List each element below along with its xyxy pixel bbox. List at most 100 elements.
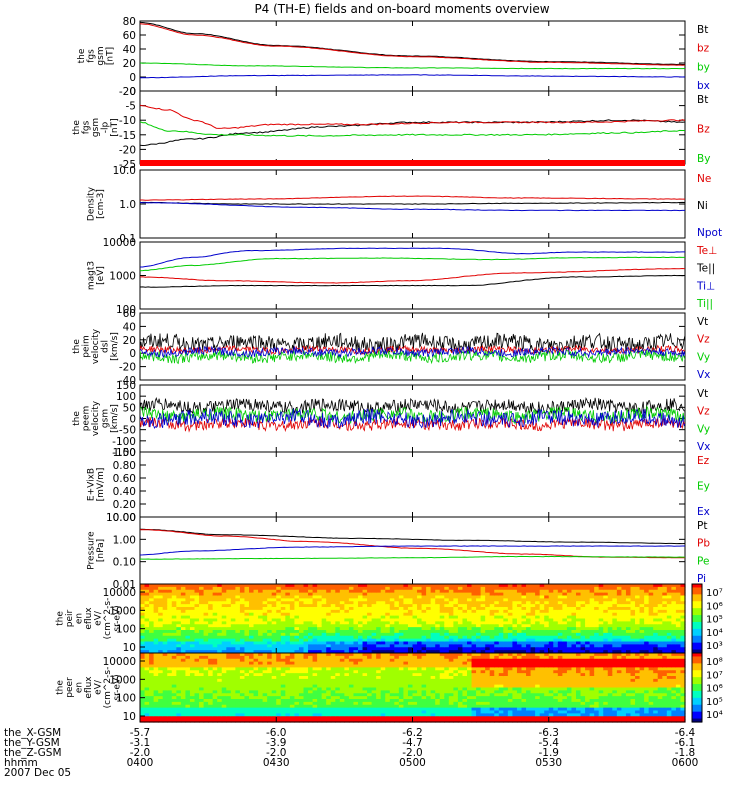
y-tick-label: 10000 bbox=[103, 237, 136, 249]
legend-bx: bx bbox=[697, 80, 710, 92]
y-tick-label: 1.00 bbox=[113, 534, 136, 546]
legend-Te||: Te|| bbox=[696, 263, 715, 275]
y-axis-label-line: dsl bbox=[101, 340, 111, 353]
y-axis-label-line: fgs bbox=[86, 49, 96, 63]
series-line-bz bbox=[140, 24, 685, 66]
colorbar-tick-label: 10⁷ bbox=[706, 588, 723, 599]
y-axis-label-line: peir bbox=[65, 609, 75, 627]
y-axis-label-pressure: Pressure[nPa] bbox=[86, 531, 106, 570]
mode-bar bbox=[140, 160, 685, 166]
y-axis-label-line: [mV/m] bbox=[96, 468, 106, 502]
series-group bbox=[140, 333, 685, 364]
legend-Vy: Vy bbox=[697, 423, 710, 435]
y-axis-label-line: [nPa] bbox=[96, 539, 106, 562]
panel-frame bbox=[140, 91, 685, 164]
y-tick-label: 40 bbox=[123, 44, 136, 56]
colorbar-tick-label: 10⁴ bbox=[706, 628, 723, 639]
colorbar-tick-label: 10³ bbox=[706, 641, 723, 652]
series-group bbox=[140, 398, 685, 431]
y-axis-label-line: the bbox=[72, 411, 82, 426]
y-axis-label-line: peem bbox=[82, 406, 92, 432]
y-tick-label: 0.20 bbox=[113, 499, 136, 511]
y-tick-label: 80 bbox=[123, 16, 136, 28]
y-axis-label-line: the bbox=[77, 48, 87, 63]
y-tick-label: 0 bbox=[129, 86, 136, 98]
legend-Pe: Pe bbox=[697, 555, 709, 567]
series-line-By bbox=[140, 122, 685, 137]
legend-Vt: Vt bbox=[697, 388, 708, 400]
y-axis-label-e-vxb: E+VixB[mV/m] bbox=[86, 468, 106, 502]
series-line-Ti|| bbox=[140, 257, 685, 271]
y-axis-label-line: [nT] bbox=[110, 118, 120, 136]
y-axis-label-line: [nT] bbox=[105, 47, 115, 65]
y-axis-label-line: eV/ bbox=[94, 610, 104, 626]
y-axis-label-line: fgs bbox=[82, 120, 92, 134]
series-line-Pe bbox=[140, 556, 685, 559]
y-axis-label-line: [cm-3] bbox=[96, 189, 106, 219]
series-group bbox=[140, 105, 685, 145]
series-group bbox=[140, 248, 685, 287]
y-axis-label-line: magt3 bbox=[86, 261, 96, 290]
y-axis-label-line: velocity bbox=[91, 400, 101, 436]
y-axis-label-density: Density[cm-3] bbox=[86, 186, 106, 221]
legend-Vy: Vy bbox=[697, 351, 710, 363]
y-tick-label: -5 bbox=[126, 101, 136, 113]
legend-Vx: Vx bbox=[697, 369, 710, 381]
legend-Pi: Pi bbox=[697, 573, 706, 585]
y-tick-label: 0.10 bbox=[113, 557, 136, 569]
legend-Ex: Ex bbox=[697, 506, 710, 518]
legend-by: by bbox=[697, 61, 710, 73]
legend-Bt: Bt bbox=[697, 94, 708, 106]
y-axis-label-line: [eV] bbox=[96, 266, 106, 285]
series-line-bx bbox=[140, 75, 685, 78]
series-line-Te|| bbox=[140, 275, 685, 287]
legend-Bz: Bz bbox=[697, 124, 710, 136]
panel-frame bbox=[140, 452, 685, 517]
legend-Vz: Vz bbox=[697, 334, 710, 346]
legend-Npot: Npot bbox=[697, 227, 722, 239]
y-tick-label: 1000 bbox=[109, 271, 136, 283]
y-axis-label-line: en bbox=[75, 613, 85, 624]
legend-Ne: Ne bbox=[697, 173, 711, 185]
y-axis-label-line: velocity bbox=[91, 328, 101, 364]
y-tick-label: 20 bbox=[123, 335, 136, 347]
legend-Bt: Bt bbox=[697, 24, 708, 36]
legend-Pb: Pb bbox=[697, 538, 710, 550]
y-tick-label: 0.80 bbox=[113, 460, 136, 472]
series-group bbox=[140, 196, 685, 211]
legend-By: By bbox=[697, 153, 710, 165]
y-axis-label-line: sr-eV) bbox=[113, 605, 123, 631]
series-line-Pb bbox=[140, 530, 685, 558]
y-tick-label: 60 bbox=[123, 308, 136, 320]
y-tick-label: 0.60 bbox=[113, 473, 136, 485]
series-line-Te⊥ bbox=[140, 269, 685, 284]
y-axis-label-line: the bbox=[72, 120, 82, 135]
series-line-Bt bbox=[140, 22, 685, 64]
y-axis-label-line: [km/s] bbox=[110, 404, 120, 433]
y-tick-label: -15 bbox=[119, 130, 136, 142]
y-tick-label: -20 bbox=[119, 144, 136, 156]
legend-Vx: Vx bbox=[697, 441, 710, 453]
series-group bbox=[140, 529, 685, 559]
colorbar-tick-label: 10⁶ bbox=[706, 601, 723, 612]
series-line-Ni bbox=[140, 202, 685, 204]
y-tick-label: 20 bbox=[123, 58, 136, 70]
y-tick-label: 10000 bbox=[103, 587, 136, 599]
y-tick-label: 10 bbox=[123, 642, 136, 654]
legend-Ti||: Ti|| bbox=[696, 298, 713, 310]
legend-bz: bz bbox=[697, 43, 710, 55]
y-tick-label: -10 bbox=[119, 115, 136, 127]
legend-Ez: Ez bbox=[697, 455, 710, 467]
y-tick-label: 10.0 bbox=[113, 165, 136, 177]
y-axis-label-line: [km/s] bbox=[110, 332, 120, 361]
